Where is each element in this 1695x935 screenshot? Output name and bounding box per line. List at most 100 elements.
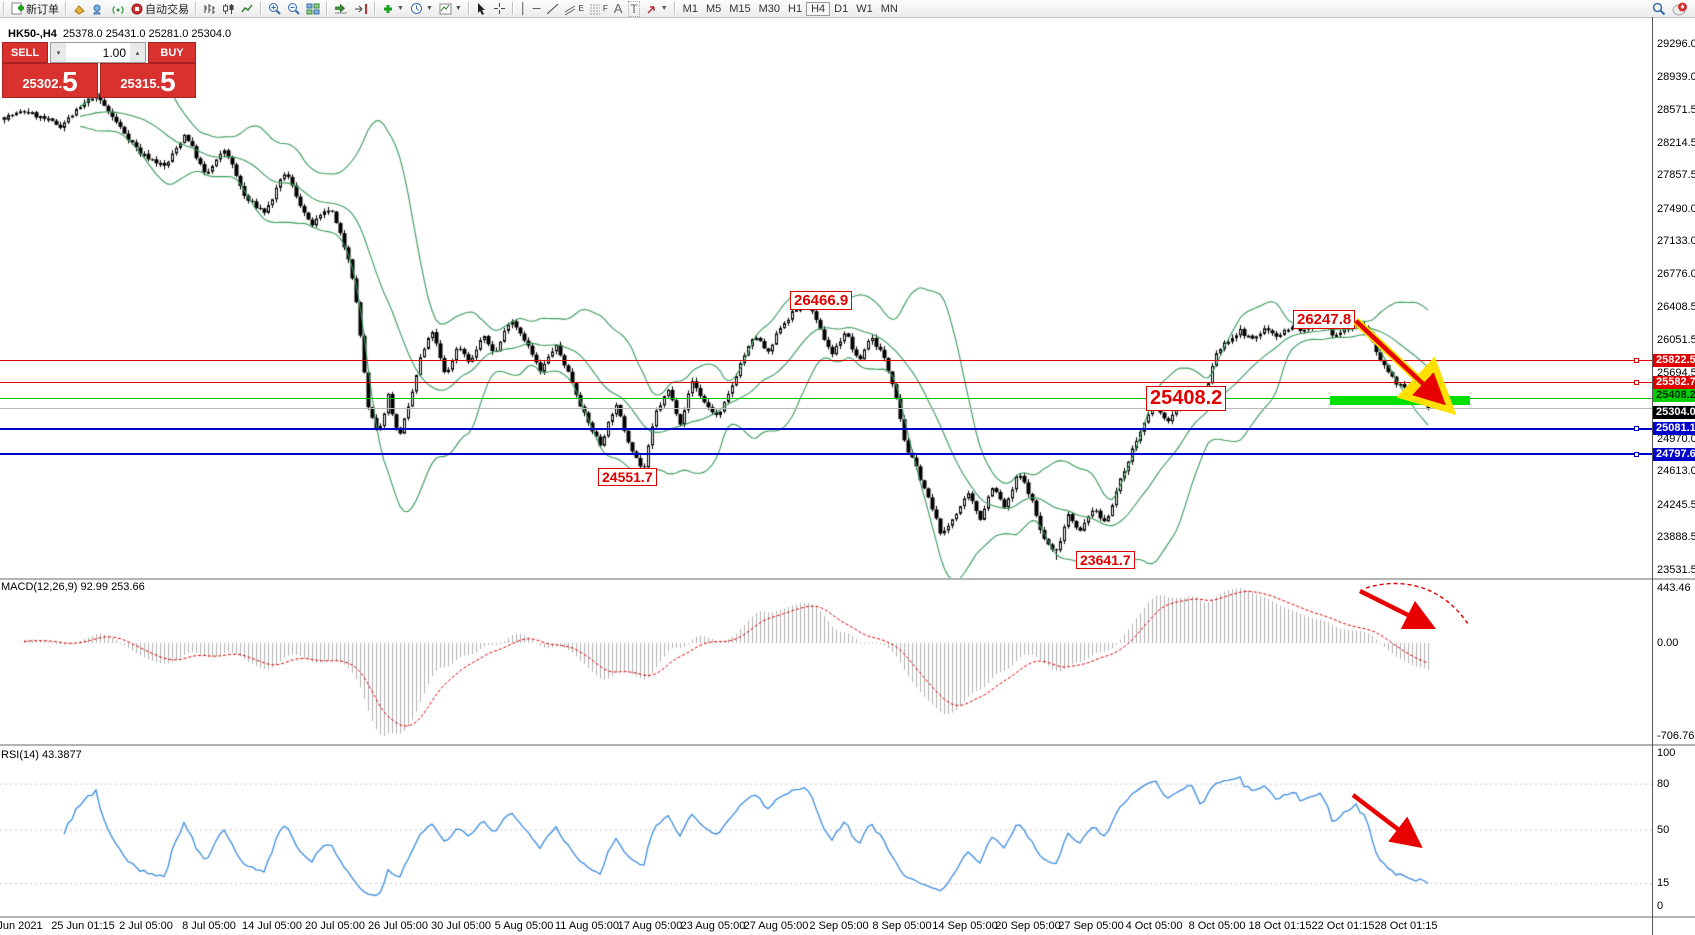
arrows-button[interactable]: ▼ [643, 1, 671, 16]
chart-header: HK50-,H4 25378.0 25431.0 25281.0 25304.0 [8, 28, 231, 40]
search-button[interactable] [1649, 1, 1669, 16]
metaeditor-button[interactable] [70, 1, 89, 16]
time-axis-label: 8 Sep 05:00 [872, 920, 932, 932]
swing-price-label[interactable]: 24551.7 [598, 468, 657, 487]
support-highlight-zone[interactable] [1330, 396, 1470, 405]
fibonacci-button[interactable]: F [587, 1, 611, 16]
volume-input[interactable] [66, 43, 130, 62]
signal-button[interactable] [108, 1, 128, 16]
indicators-button[interactable]: ▼ [379, 1, 407, 16]
notification-button[interactable] [1669, 1, 1691, 16]
candlestick-button[interactable] [219, 1, 238, 16]
trendline-button[interactable] [543, 1, 562, 16]
metaeditor-icon [74, 4, 85, 15]
volume-increase-button[interactable]: ▴ [130, 43, 145, 62]
zoom-out-button[interactable] [284, 1, 303, 16]
ohlc-values: 25378.0 25431.0 25281.0 25304.0 [62, 28, 232, 40]
swing-price-label[interactable]: 25408.2 [1146, 386, 1227, 411]
buy-button[interactable]: BUY [148, 42, 196, 63]
swing-price-label[interactable]: 26247.8 [1293, 310, 1356, 330]
swing-price-label[interactable]: 26466.9 [790, 291, 853, 311]
time-axis-label: 4 Oct 05:00 [1125, 920, 1183, 932]
text-button[interactable]: A [611, 1, 626, 16]
horizontal-level-line[interactable] [0, 453, 1652, 456]
buy-price-button[interactable]: 25315. 5 [100, 63, 196, 98]
arrows-icon [647, 5, 655, 13]
horizontal-level-line[interactable] [0, 407, 1652, 409]
vertical-line-button[interactable]: │ [517, 1, 530, 16]
rsi-pane-canvas[interactable] [0, 746, 1652, 916]
crosshair-button[interactable] [490, 1, 509, 16]
time-axis-label: 18 Oct 01:15 [1248, 920, 1312, 932]
autotrading-button[interactable]: 自动交易 [128, 1, 192, 16]
label-button[interactable]: T [625, 0, 642, 17]
periods-dropdown-arrow[interactable]: ▼ [425, 5, 433, 12]
macd-axis-tick: 0.00 [1657, 637, 1679, 649]
timeframe-m30[interactable]: M30 [758, 2, 781, 15]
bar-chart-icon [204, 3, 215, 14]
sell-price-button[interactable]: 25302. 5 [2, 63, 98, 98]
auto-scroll-button[interactable] [331, 1, 351, 16]
periods-button[interactable]: ▼ [407, 1, 436, 16]
templates-button[interactable]: ▼ [436, 1, 465, 16]
timeframe-m1[interactable]: M1 [682, 2, 698, 15]
new-order-button[interactable]: 新订单 [8, 1, 62, 16]
timeframe-mn[interactable]: MN [880, 2, 898, 15]
chart-shift-button[interactable] [351, 1, 371, 16]
time-axis-label: 27 Sep 05:00 [1058, 920, 1124, 932]
line-handle[interactable] [1634, 451, 1639, 457]
auto-scroll-icon [335, 3, 347, 13]
pane-splitter-rsi[interactable] [0, 744, 1695, 746]
horizontal-level-line[interactable] [0, 427, 1652, 430]
toolbar-grip [3, 2, 5, 15]
price-axis-tick: 27857.5 [1657, 169, 1695, 182]
macd-pane-canvas[interactable] [0, 580, 1652, 744]
templates-dropdown-arrow[interactable]: ▼ [454, 5, 462, 12]
line-handle[interactable] [1634, 426, 1639, 432]
equidistant-channel-button[interactable]: E [562, 1, 586, 16]
time-axis-label: 2 Jul 05:00 [119, 920, 173, 932]
price-axis-tick: 24613.0 [1657, 465, 1695, 478]
horizontal-level-line[interactable] [0, 382, 1652, 384]
volume-decrease-button[interactable]: ▾ [51, 43, 66, 62]
bar-chart-button[interactable] [200, 1, 219, 16]
sell-button[interactable]: SELL [2, 42, 48, 63]
price-axis-tick: 27133.0 [1657, 235, 1695, 248]
cursor-button[interactable] [473, 1, 490, 16]
pane-splitter-macd[interactable] [0, 578, 1695, 580]
market-watch-button[interactable] [89, 1, 108, 16]
arrows-dropdown-arrow[interactable]: ▼ [660, 5, 668, 12]
price-axis-border [1652, 17, 1653, 935]
horizontal-level-line[interactable] [0, 398, 1652, 400]
channel-letter: E [578, 4, 584, 13]
timeframe-h1[interactable]: H1 [788, 2, 803, 15]
price-axis-tick: 27490.0 [1657, 202, 1695, 215]
line-chart-button[interactable] [238, 1, 257, 16]
trendline-icon [547, 3, 559, 14]
timeframe-h4[interactable]: H4 [806, 1, 831, 16]
line-handle[interactable] [1634, 380, 1639, 386]
sell-price-main: 25302. [22, 76, 63, 91]
line-handle[interactable] [1634, 358, 1639, 364]
swing-price-label[interactable]: 23641.7 [1076, 551, 1135, 570]
signal-icon [112, 5, 124, 14]
horizontal-line-icon: ─ [532, 2, 541, 15]
timeframe-m15[interactable]: M15 [729, 2, 751, 15]
timeframe-m5[interactable]: M5 [705, 2, 722, 15]
time-axis-label: 20 Jul 05:00 [305, 920, 365, 932]
zoom-out-icon [288, 3, 300, 15]
notification-icon [1672, 2, 1687, 15]
zoom-in-button[interactable] [265, 1, 284, 16]
indicators-dropdown-arrow[interactable]: ▼ [397, 5, 404, 12]
zoom-in-icon [269, 3, 281, 15]
price-axis-tick: 26051.5 [1657, 334, 1695, 347]
timeframe-w1[interactable]: W1 [856, 2, 873, 15]
tile-windows-icon [306, 3, 320, 14]
tile-windows-button[interactable] [303, 1, 323, 16]
horizontal-line-button[interactable]: ─ [530, 1, 544, 16]
horizontal-level-line[interactable] [0, 360, 1652, 362]
time-axis-label: 8 Oct 05:00 [1188, 920, 1246, 932]
rsi-axis-tick: 50 [1657, 824, 1670, 836]
timeframe-d1[interactable]: D1 [834, 2, 849, 15]
